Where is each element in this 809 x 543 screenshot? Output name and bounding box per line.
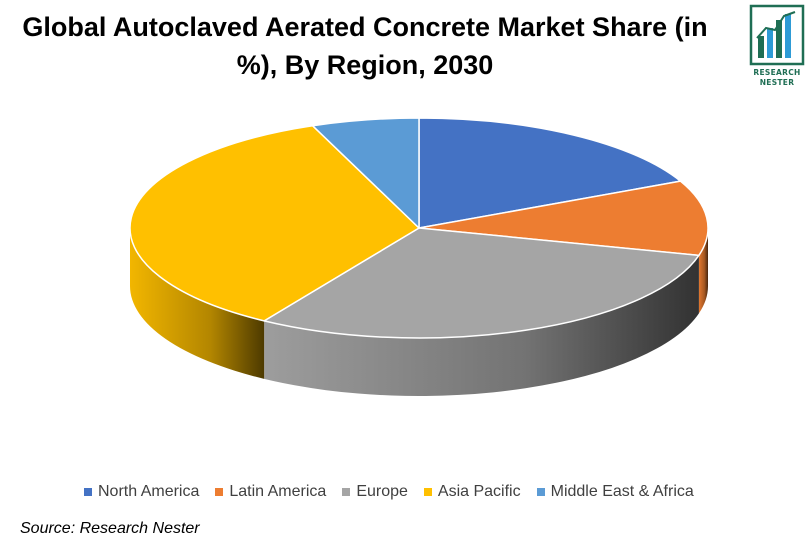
legend-item-north-america: North America bbox=[84, 483, 199, 501]
legend-label-latin-america: Latin America bbox=[229, 483, 327, 500]
source-note: Source: Research Nester bbox=[20, 520, 200, 537]
legend-item-latin-america: Latin America bbox=[215, 483, 326, 501]
legend-item-europe: Europe bbox=[342, 483, 408, 501]
pie-sides bbox=[130, 228, 708, 396]
legend-swatch-europe bbox=[342, 488, 351, 496]
pie-slice-europe bbox=[263, 227, 700, 339]
legend-item-asia-pacific: Asia Pacific bbox=[423, 483, 521, 501]
pie-side-asia-pacific bbox=[130, 228, 265, 379]
legend-label-asia-pacific: Asia Pacific bbox=[437, 483, 521, 500]
legend-swatch-middle-east-and-africa bbox=[536, 488, 545, 496]
legend-label-europe: Europe bbox=[356, 483, 408, 500]
pie-slice-north-america bbox=[418, 117, 682, 229]
logo-text-nester: NESTER bbox=[760, 78, 795, 87]
logo-text-research: RESEARCH bbox=[753, 68, 800, 77]
pie-side-latin-america bbox=[698, 228, 708, 314]
bar-chart-logo-icon bbox=[749, 4, 805, 66]
chart-legend: North America Latin America Europe Asia Pac… bbox=[84, 481, 784, 503]
pie-slice-latin-america bbox=[418, 180, 709, 257]
legend-label-middle-east-and-africa: Middle East & Africa bbox=[550, 483, 694, 500]
legend-label-north-america: North America bbox=[98, 483, 200, 500]
research-nester-logo: RESEARCH NESTER bbox=[749, 4, 805, 87]
chart-title: Global Autoclaved Aerated Concrete Marke… bbox=[0, 8, 730, 84]
legend-swatch-asia-pacific bbox=[423, 488, 432, 496]
chart-title-line2: %), By Region, 2030 bbox=[236, 50, 494, 80]
legend-item-middle-east-and-africa: Middle East & Africa bbox=[536, 483, 694, 501]
pie-slice-middle-east-and-africa bbox=[311, 117, 420, 229]
pie-slice-asia-pacific bbox=[129, 124, 420, 322]
legend-swatch-latin-america bbox=[215, 488, 224, 496]
pie-tops bbox=[129, 117, 709, 339]
chart-title-line1: Global Autoclaved Aerated Concrete Marke… bbox=[22, 12, 708, 42]
legend-swatch-north-america bbox=[84, 488, 92, 496]
pie-side-europe bbox=[264, 255, 699, 396]
